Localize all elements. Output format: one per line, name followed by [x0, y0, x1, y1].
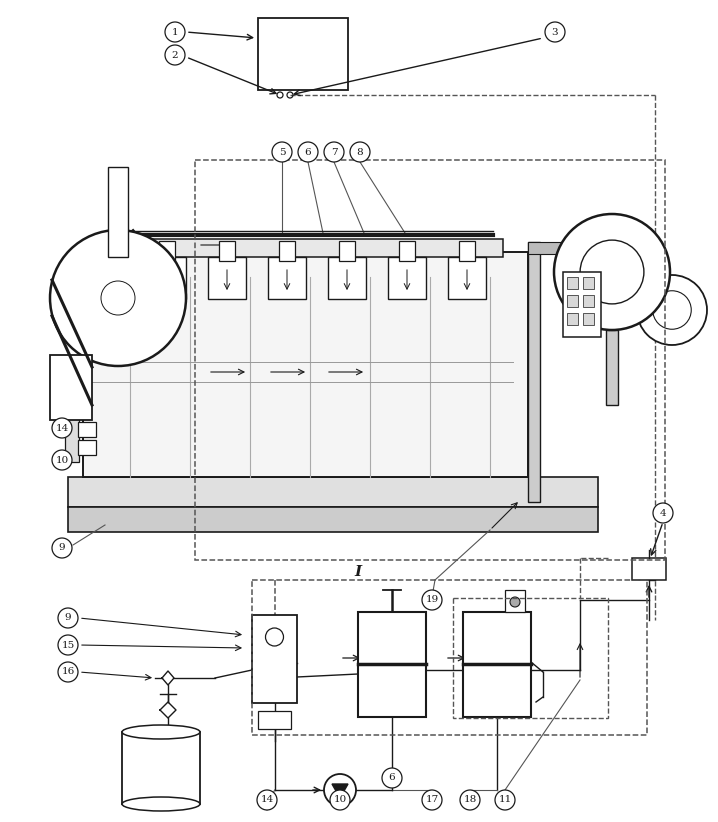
Circle shape: [422, 590, 442, 610]
Bar: [567, 295, 578, 307]
Text: 3: 3: [551, 27, 559, 36]
Text: 14: 14: [261, 796, 274, 805]
Circle shape: [58, 635, 78, 655]
Circle shape: [165, 45, 185, 65]
Circle shape: [510, 597, 520, 607]
Text: 9: 9: [59, 543, 65, 552]
Text: 6: 6: [304, 147, 312, 156]
Circle shape: [52, 450, 72, 470]
Bar: [463, 612, 531, 717]
Text: 19: 19: [425, 595, 439, 604]
Bar: [399, 241, 415, 261]
Bar: [567, 277, 578, 289]
Polygon shape: [332, 784, 348, 798]
Bar: [453, 598, 608, 718]
Circle shape: [58, 608, 78, 628]
Bar: [208, 257, 246, 299]
Bar: [258, 18, 348, 90]
Bar: [279, 241, 295, 261]
Ellipse shape: [122, 725, 200, 739]
Bar: [388, 257, 426, 299]
Bar: [148, 257, 186, 299]
Bar: [68, 477, 598, 507]
Bar: [339, 241, 355, 261]
Text: 1: 1: [172, 27, 178, 36]
Bar: [83, 252, 528, 477]
Text: 9: 9: [65, 613, 71, 622]
Text: 5: 5: [279, 147, 285, 156]
Bar: [78, 440, 96, 455]
Circle shape: [165, 22, 185, 42]
Bar: [358, 612, 426, 717]
Bar: [65, 417, 79, 462]
Text: 8: 8: [357, 147, 363, 156]
Circle shape: [324, 142, 344, 162]
Circle shape: [52, 418, 72, 438]
Bar: [68, 507, 598, 532]
Text: 10: 10: [333, 796, 347, 805]
Circle shape: [653, 503, 673, 523]
Circle shape: [545, 22, 565, 42]
Bar: [583, 295, 594, 307]
Bar: [128, 239, 503, 257]
Ellipse shape: [122, 797, 200, 811]
Text: 14: 14: [55, 423, 69, 432]
Bar: [108, 167, 128, 257]
Circle shape: [460, 790, 480, 810]
Text: 11: 11: [498, 796, 512, 805]
Bar: [159, 241, 175, 261]
Bar: [78, 422, 96, 437]
Bar: [268, 257, 306, 299]
Bar: [219, 241, 235, 261]
Bar: [606, 330, 618, 405]
Text: 7: 7: [331, 147, 337, 156]
Bar: [459, 241, 475, 261]
Bar: [252, 615, 297, 703]
Bar: [258, 711, 291, 729]
Bar: [50, 355, 92, 420]
Circle shape: [324, 774, 356, 806]
Bar: [528, 242, 540, 502]
Bar: [632, 558, 666, 580]
Bar: [122, 732, 200, 804]
Circle shape: [58, 662, 78, 682]
Text: 6: 6: [388, 774, 396, 783]
Circle shape: [554, 214, 670, 330]
Circle shape: [495, 790, 515, 810]
Text: 15: 15: [61, 640, 75, 649]
Circle shape: [50, 230, 186, 366]
Circle shape: [330, 790, 350, 810]
Text: 18: 18: [463, 796, 477, 805]
Bar: [448, 257, 486, 299]
Bar: [195, 160, 665, 560]
Bar: [328, 257, 366, 299]
Circle shape: [350, 142, 370, 162]
Circle shape: [257, 790, 277, 810]
Text: I: I: [355, 565, 362, 579]
Bar: [563, 272, 601, 337]
Bar: [528, 242, 573, 254]
Text: 4: 4: [660, 509, 666, 518]
Text: 2: 2: [172, 50, 178, 59]
Bar: [252, 580, 647, 735]
Bar: [505, 590, 525, 612]
Circle shape: [52, 538, 72, 558]
Bar: [583, 313, 594, 325]
Circle shape: [422, 790, 442, 810]
Bar: [567, 313, 578, 325]
Circle shape: [637, 275, 707, 345]
Bar: [583, 277, 594, 289]
Circle shape: [298, 142, 318, 162]
Text: 16: 16: [61, 667, 75, 677]
Circle shape: [382, 768, 402, 788]
Circle shape: [272, 142, 292, 162]
Text: 10: 10: [55, 455, 69, 464]
Text: 17: 17: [425, 796, 439, 805]
